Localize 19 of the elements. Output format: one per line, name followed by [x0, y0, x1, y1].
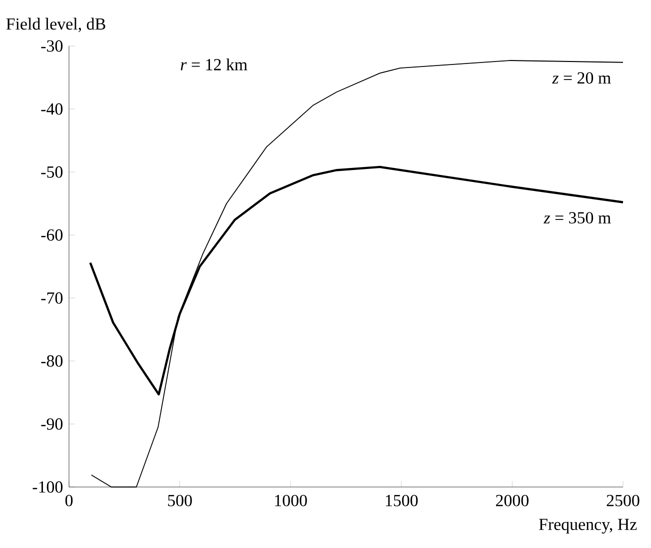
y-axis-title: Field level, dB [6, 18, 106, 32]
x-tick-label: 1500 [386, 494, 418, 506]
series-label: z = 20 m [552, 72, 611, 84]
y-tick-label: -40 [41, 103, 63, 115]
y-tick-label: -60 [41, 229, 63, 241]
x-axis-title: Frequency, Hz [539, 518, 637, 534]
annotation: r = 12 km [180, 58, 248, 70]
series-label: z = 350 m [544, 212, 611, 224]
x-tick-label: 0 [65, 494, 73, 506]
y-tick-label: -50 [41, 166, 63, 178]
y-tick-label: -100 [32, 481, 63, 493]
y-tick-label: -30 [41, 40, 63, 52]
x-tick-label: 1000 [275, 494, 307, 506]
x-tick-label: 500 [168, 494, 192, 506]
y-tick-label: -70 [41, 292, 63, 304]
y-tick-label: -80 [41, 355, 63, 367]
x-tick-label: 2000 [496, 494, 528, 506]
x-tick-label: 2500 [606, 494, 640, 506]
y-tick-label: -90 [41, 418, 63, 430]
